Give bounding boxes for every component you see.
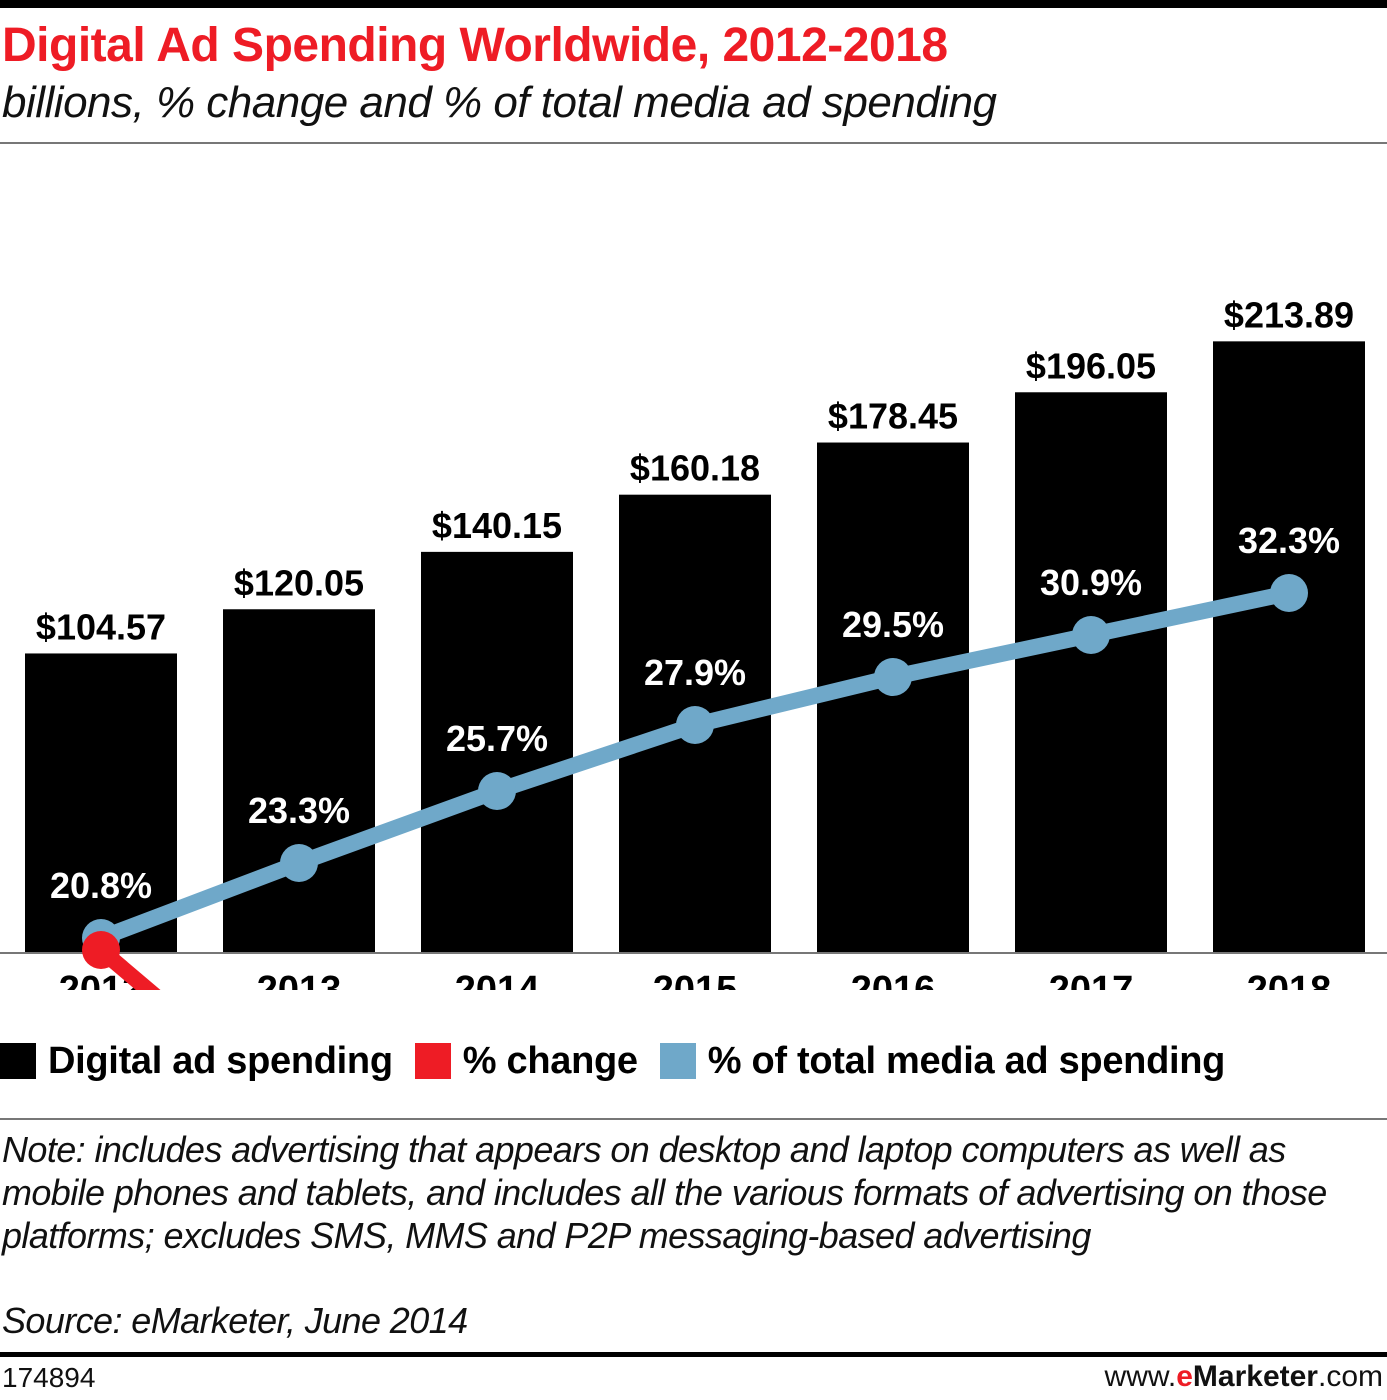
pct-total-label-2017: 30.9% <box>1040 562 1142 603</box>
legend-label-1: % change <box>462 1039 638 1082</box>
legend-item-2: % of total media ad spending <box>659 1039 1226 1083</box>
site-brand: Marketer <box>1192 1360 1318 1393</box>
pct-total-point-2016 <box>874 658 912 696</box>
pct-change-label-2012: 20.4% <box>50 987 152 990</box>
legend-label-2: % of total media ad spending <box>707 1039 1226 1082</box>
chart-area: $104.57 $120.05 $140.15 $160.18 $178.45 $196.… <box>0 294 1387 990</box>
top-border <box>0 0 1387 8</box>
site-prefix: www. <box>1104 1360 1177 1393</box>
legend-swatch-2 <box>659 1043 696 1079</box>
pct-total-point-2017 <box>1072 616 1110 654</box>
chart-note: Note: includes advertising that appears … <box>2 1129 1327 1256</box>
x-tick-2017: 2017 <box>1049 969 1134 990</box>
legend-item-0: Digital ad spending <box>0 1040 393 1083</box>
legend-divider <box>0 1118 1387 1120</box>
pct-change-point-2012 <box>82 931 120 969</box>
chart-source: Source: eMarketer, June 2014 <box>2 1300 468 1341</box>
pct-total-label-2015: 27.9% <box>644 652 746 693</box>
pct-total-label-2016: 29.5% <box>842 604 944 645</box>
bar-2014 <box>421 551 573 952</box>
chart-id: 174894 <box>2 1362 96 1393</box>
site-brand-e: e <box>1176 1360 1193 1393</box>
bar-2013 <box>223 609 375 952</box>
bar-label-2012: $104.57 <box>36 606 166 647</box>
bar-2012 <box>25 653 177 952</box>
legend-swatch-0 <box>0 1043 36 1079</box>
pct-total-label-2012: 20.8% <box>50 865 152 906</box>
pct-total-point-2014 <box>478 772 516 810</box>
bar-label-2016: $178.45 <box>828 396 958 437</box>
chart-title: Digital Ad Spending Worldwide, 2012-2018 <box>2 19 948 72</box>
pct-total-label-2014: 25.7% <box>446 718 548 759</box>
x-tick-2016: 2016 <box>851 969 936 990</box>
bar-label-2015: $160.18 <box>630 448 760 489</box>
header-divider <box>0 142 1387 144</box>
bar-label-2014: $140.15 <box>432 505 562 546</box>
bar-label-2013: $120.05 <box>234 562 364 603</box>
x-tick-2013: 2013 <box>257 969 342 990</box>
legend-item-1: % change <box>414 1039 638 1083</box>
pct-total-point-2015 <box>676 706 714 744</box>
x-tick-2018: 2018 <box>1247 969 1332 990</box>
bar-label-2017: $196.05 <box>1026 345 1156 386</box>
pct-total-point-2018 <box>1270 574 1308 612</box>
site-link[interactable]: www.eMarketer.com <box>1105 1360 1383 1394</box>
x-tick-2014: 2014 <box>455 969 540 990</box>
legend-label-0: Digital ad spending <box>48 1039 393 1082</box>
chart-subtitle: billions, % change and % of total media … <box>2 78 997 127</box>
pct-total-label-2013: 23.3% <box>248 790 350 831</box>
pct-total-label-2018: 32.3% <box>1238 520 1340 561</box>
bar-2018 <box>1213 341 1365 952</box>
bar-2017 <box>1015 392 1167 953</box>
bar-label-2018: $213.89 <box>1224 294 1354 335</box>
site-suffix: .com <box>1317 1360 1383 1393</box>
x-tick-2015: 2015 <box>653 969 738 990</box>
legend-swatch-1 <box>414 1043 451 1079</box>
legend: Digital ad spending % change % of total me… <box>0 1036 1387 1086</box>
bottom-border <box>0 1352 1387 1357</box>
pct-total-point-2013 <box>280 844 318 882</box>
